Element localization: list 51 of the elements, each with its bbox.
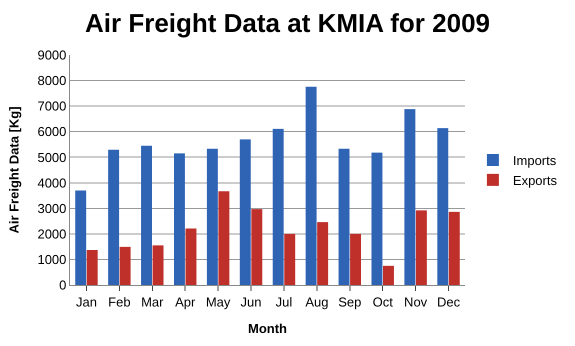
x-tick-label: Aug [305, 294, 328, 310]
bar [416, 210, 427, 285]
y-tick-label: 9000 [37, 48, 66, 63]
bar [75, 190, 86, 285]
bar [350, 234, 362, 285]
bar [120, 246, 131, 285]
bar [284, 234, 296, 285]
bar [186, 228, 196, 285]
y-tick-label: 2000 [37, 226, 66, 242]
bar [108, 150, 120, 285]
bar [174, 153, 185, 285]
bar [152, 245, 164, 285]
bar [251, 209, 262, 285]
y-tick-label: 3000 [37, 200, 66, 216]
y-tick-label: 1000 [37, 252, 66, 267]
bar [383, 266, 394, 285]
bar [141, 146, 152, 285]
y-tick-label: 7000 [37, 98, 66, 114]
x-tick-label: Sep [338, 294, 362, 310]
x-tick-label: Dec [436, 294, 461, 310]
legend-label: Imports [512, 153, 557, 168]
x-tick-label: May [206, 294, 231, 310]
bar [338, 148, 350, 285]
bar [404, 109, 416, 285]
x-tick-label: Feb [108, 294, 131, 310]
legend-label: Exports [512, 172, 558, 188]
bar [86, 250, 98, 285]
bar [317, 222, 328, 285]
bar [448, 212, 460, 285]
y-tick-label: 8000 [37, 73, 66, 88]
bar [437, 128, 448, 285]
x-tick-label: Mar [141, 294, 164, 310]
x-tick-label: Oct [372, 294, 394, 310]
y-axis-title: Air Freight Data [Kg] [6, 106, 22, 234]
y-tick-label: 5000 [37, 150, 66, 165]
x-tick-label: Jul [276, 294, 292, 310]
y-tick-label: 4000 [37, 175, 66, 190]
bar [371, 152, 382, 285]
bar [240, 139, 251, 285]
x-axis-title: Month [248, 321, 288, 336]
x-tick-label: Apr [175, 294, 196, 310]
bar [206, 148, 218, 285]
bar [272, 128, 284, 285]
y-tick-label: 0 [59, 278, 66, 293]
bar [218, 191, 230, 285]
x-tick-label: Nov [404, 294, 428, 310]
x-tick-label: Jan [76, 294, 97, 310]
bar [306, 86, 317, 285]
x-tick-label: Jun [240, 294, 262, 310]
y-tick-label: 6000 [37, 124, 66, 140]
chart-title: Air Freight Data at KMIA for 2009 [84, 8, 490, 38]
